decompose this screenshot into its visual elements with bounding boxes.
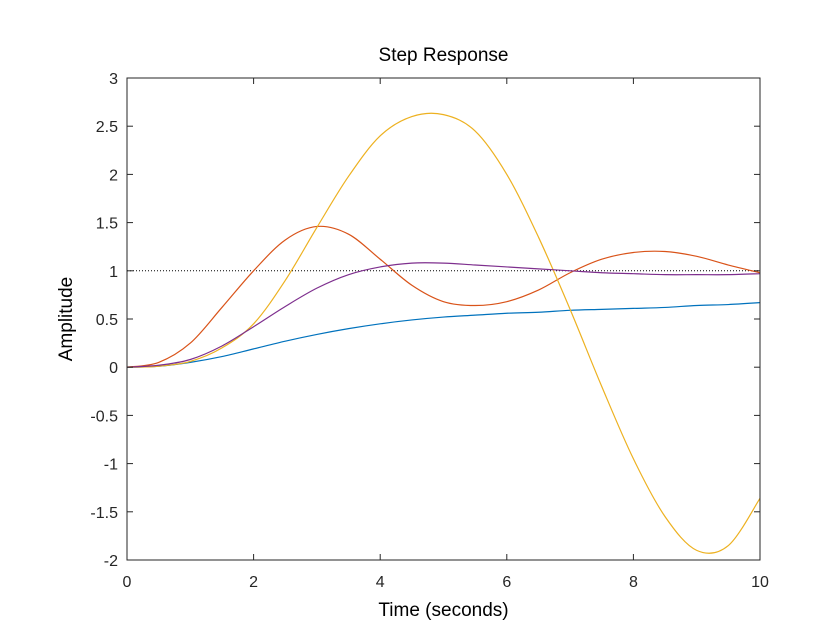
y-tick-label: 1.5 [96, 216, 118, 233]
x-tick-label: 8 [629, 574, 638, 591]
y-tick-label: 1 [109, 264, 118, 281]
series-line-purple [126, 262, 761, 368]
series-line-yellow [126, 112, 761, 554]
y-tick-label: 0 [109, 360, 118, 377]
chart-title: Step Response [379, 45, 509, 66]
tick-layer: 0 2 4 6 8 10 -2 -1.5 -1 -0.5 0 0.5 1 1.5 2 2.5 3 [90, 71, 769, 591]
y-tick-label: -2 [104, 553, 118, 570]
y-axis-label: Amplitude [56, 277, 77, 362]
y-tick-label: 2.5 [96, 119, 118, 136]
series-line-blue [126, 302, 761, 368]
x-tick-label: 4 [376, 574, 385, 591]
x-tick-label: 10 [751, 574, 769, 591]
plot-area [127, 78, 760, 560]
y-tick-label: 0.5 [96, 312, 118, 329]
x-tick-label: 0 [123, 574, 132, 591]
y-tick-label: 3 [109, 71, 118, 88]
y-tick-label: 2 [109, 167, 118, 184]
y-tick-label: -0.5 [90, 408, 118, 425]
x-tick-label: 2 [249, 574, 258, 591]
y-tick-label: -1 [104, 457, 118, 474]
series-line-orange [126, 225, 761, 368]
x-tick-label: 6 [502, 574, 511, 591]
x-axis-label: Time (seconds) [378, 600, 508, 621]
y-tick-label: -1.5 [90, 505, 118, 522]
series-layer [126, 112, 761, 554]
